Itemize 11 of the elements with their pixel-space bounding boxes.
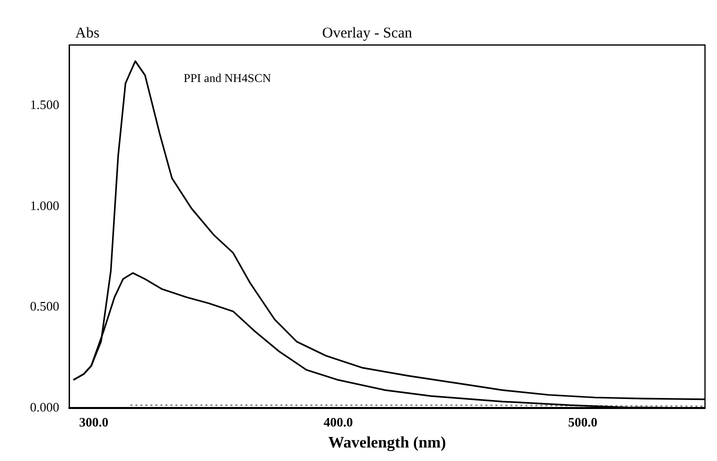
annotation: PPI and NH4SCN [184, 71, 272, 86]
x-tick-label: 300.0 [79, 414, 108, 430]
y-tick-label: 1.500 [30, 96, 60, 112]
x-tick-label: 400.0 [324, 414, 353, 430]
y-tick-label: 0.000 [30, 400, 60, 415]
y-axis-title: Abs [75, 25, 100, 42]
chart-title: Overlay - Scan [322, 25, 413, 42]
x-axis-title: Wavelength (nm) [328, 434, 446, 452]
y-tick-label: 1.000 [30, 198, 60, 213]
y-tick-label: 0.500 [30, 298, 60, 314]
x-tick-label: 500.0 [568, 414, 598, 430]
